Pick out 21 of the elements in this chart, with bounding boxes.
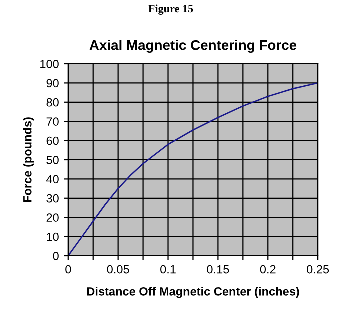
y-tick-label: 50: [46, 156, 59, 164]
x-tick-label: 0.25: [307, 265, 330, 274]
y-tick-label: 80: [46, 98, 59, 107]
y-tick-label: 30: [46, 194, 59, 203]
caption: Figure 15: [148, 4, 194, 15]
x-axis-title: Distance Off Magnetic Center (inches): [87, 287, 300, 298]
x-tick-label: 0.05: [107, 265, 130, 274]
y-axis-title: Force (pounds): [23, 118, 34, 202]
y-tick-label: 0: [53, 252, 59, 260]
y-tick-label: 40: [46, 175, 59, 184]
x-tick-label: 0.15: [207, 265, 230, 274]
y-tick-label: 10: [47, 232, 59, 242]
chart-title: Axial Magnetic Centering Force: [90, 40, 297, 54]
y-tick-label: 60: [46, 136, 59, 146]
y-tick-label: 90: [46, 79, 59, 88]
y-tick-label: 70: [46, 118, 59, 126]
x-tick-label: 0: [66, 265, 72, 274]
x-tick-label: 0.1: [160, 265, 176, 274]
y-tick-label: 100: [40, 60, 59, 68]
x-tick-label: 0.2: [260, 265, 276, 274]
y-tick-label: 20: [46, 214, 59, 222]
